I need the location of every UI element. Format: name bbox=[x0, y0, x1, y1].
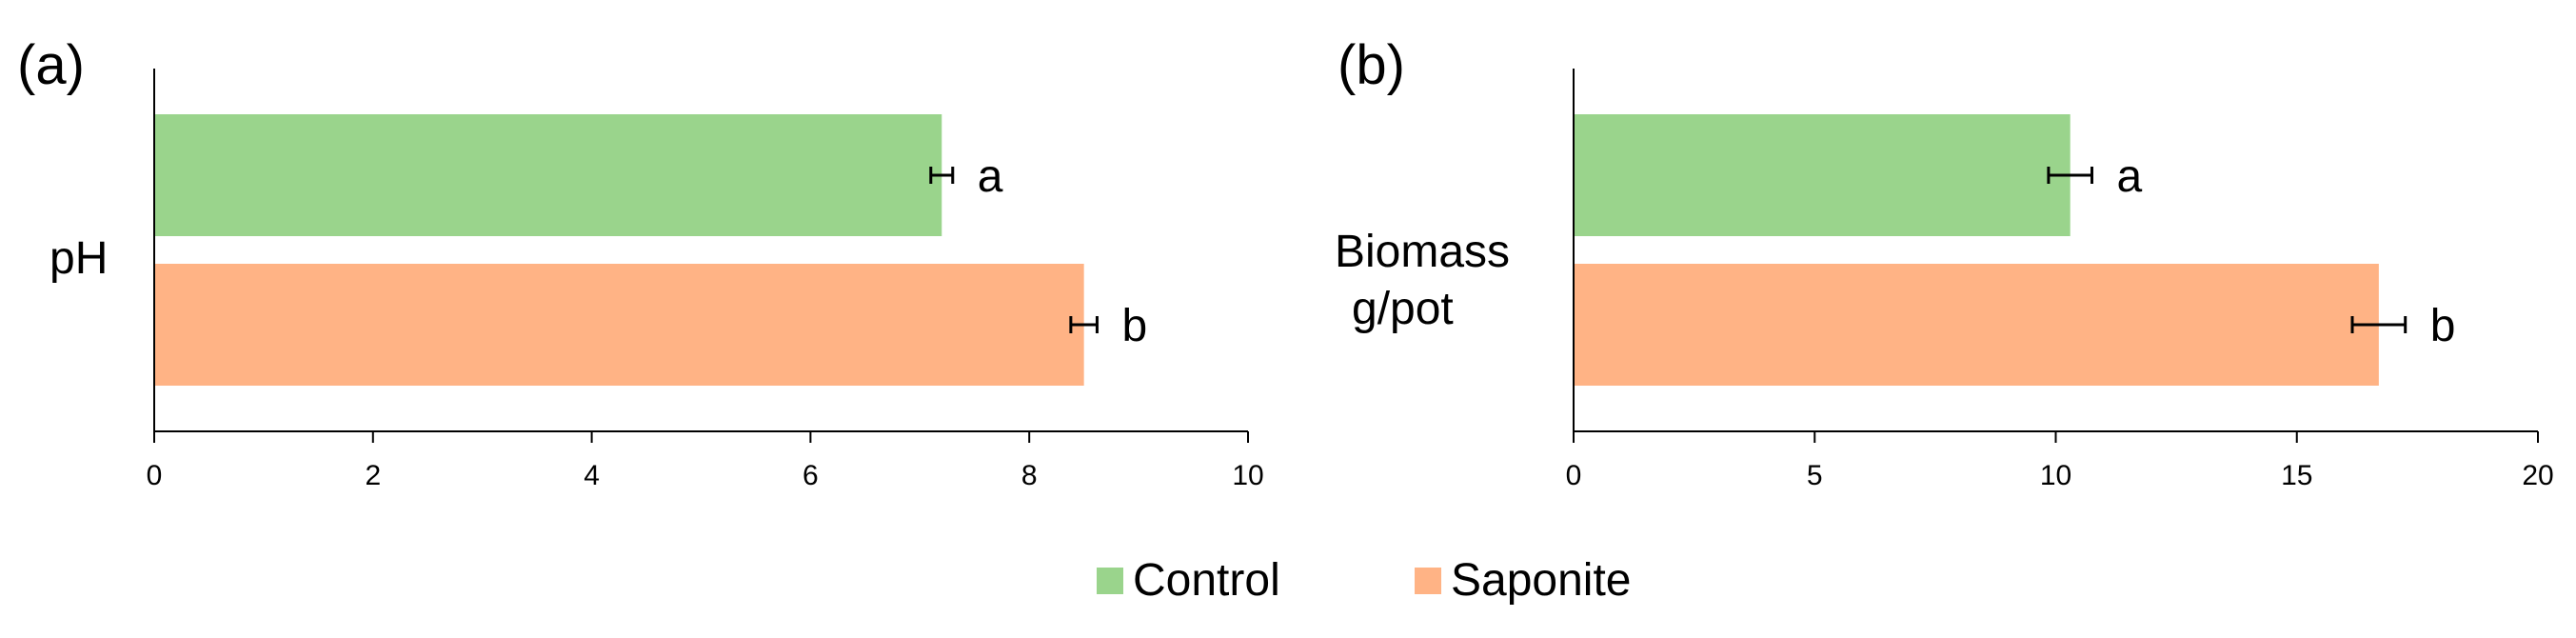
x-tick-labels-a: 0 2 4 6 8 10 bbox=[147, 460, 1264, 491]
significance-label-control-b: a bbox=[2116, 151, 2142, 202]
axes-b bbox=[1573, 69, 2539, 443]
x-tick-label-a-0: 0 bbox=[147, 460, 163, 491]
panel-label-a: (a) bbox=[17, 34, 85, 96]
x-tick-label-b-4: 20 bbox=[2522, 460, 2553, 491]
legend-swatch-control bbox=[1097, 568, 1123, 594]
significance-labels-a: ab bbox=[978, 151, 1147, 351]
x-tick-labels-b: 0 5 10 15 20 bbox=[1566, 460, 2554, 491]
legend: Control Saponite bbox=[1097, 555, 1632, 606]
bar-control-b bbox=[1574, 114, 2071, 236]
legend-label-control: Control bbox=[1133, 555, 1280, 606]
significance-label-saponite-b: b bbox=[2430, 301, 2456, 351]
legend-label-saponite: Saponite bbox=[1451, 555, 1632, 606]
significance-labels-b: ab bbox=[2116, 151, 2455, 351]
x-tick-label-a-3: 6 bbox=[803, 460, 819, 491]
error-bar-control-a bbox=[929, 167, 955, 184]
legend-swatch-saponite bbox=[1415, 568, 1441, 594]
bars-b bbox=[1574, 114, 2379, 386]
x-tick-label-b-2: 10 bbox=[2040, 460, 2071, 491]
bar-saponite-b bbox=[1574, 264, 2379, 386]
y-axis-label-a: pH bbox=[50, 233, 108, 284]
y-axis-label-b-line1: Biomass bbox=[1335, 227, 1510, 277]
error-bar-saponite-b bbox=[2350, 316, 2408, 333]
significance-label-saponite-a: b bbox=[1121, 301, 1147, 351]
axes-a bbox=[153, 69, 1249, 443]
x-tick-label-a-1: 2 bbox=[365, 460, 381, 491]
error-bar-saponite-a bbox=[1069, 316, 1099, 333]
x-tick-label-b-3: 15 bbox=[2281, 460, 2312, 491]
error-bars-b bbox=[2047, 167, 2408, 333]
chart-panel-a: (a) pH ab 0 2 4 6 8 10 bbox=[17, 34, 1264, 491]
chart-panel-b: (b) Biomass g/pot ab 0 5 10 15 20 bbox=[1335, 34, 2554, 491]
y-axis-label-b-line2: g/pot bbox=[1352, 284, 1454, 334]
x-tick-label-b-1: 5 bbox=[1807, 460, 1823, 491]
x-tick-label-a-5: 10 bbox=[1232, 460, 1263, 491]
significance-label-control-a: a bbox=[978, 151, 1003, 202]
error-bars-a bbox=[929, 167, 1099, 333]
bar-control-a bbox=[154, 114, 942, 236]
x-tick-label-b-0: 0 bbox=[1566, 460, 1582, 491]
bars-a bbox=[154, 114, 1084, 386]
error-bar-control-b bbox=[2047, 167, 2093, 184]
bar-saponite-a bbox=[154, 264, 1084, 386]
panel-label-b: (b) bbox=[1338, 34, 1405, 96]
x-tick-label-a-4: 8 bbox=[1021, 460, 1038, 491]
x-tick-label-a-2: 4 bbox=[584, 460, 600, 491]
